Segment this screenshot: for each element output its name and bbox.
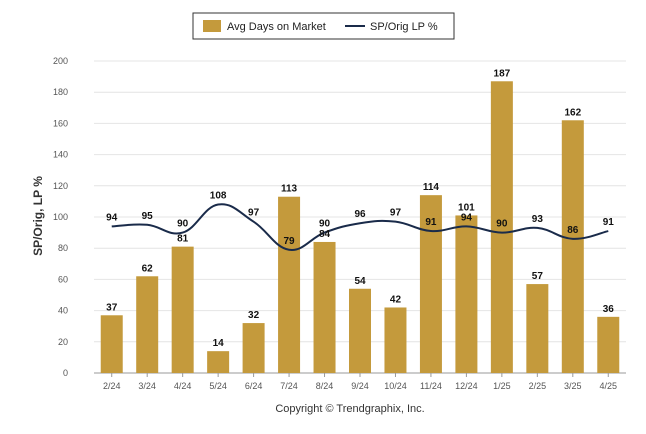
bar-value-label: 14 [213, 338, 225, 349]
bar-value-label: 42 [390, 294, 402, 305]
line-value-label: 90 [496, 219, 508, 230]
x-tick-label: 3/25 [564, 381, 582, 391]
x-tick-label: 6/24 [245, 381, 263, 391]
bar-series [100, 81, 620, 373]
y-tick-label: 200 [53, 56, 68, 66]
y-tick-label: 80 [58, 243, 68, 253]
legend-line-label: SP/Orig LP % [370, 21, 438, 33]
x-tick-label: 4/25 [600, 381, 618, 391]
bar [349, 288, 371, 373]
legend-box [192, 12, 455, 40]
copyright-text: Copyright © Trendgraphix, Inc. [275, 403, 424, 415]
bar-value-label: 36 [603, 304, 615, 315]
line-value-label: 90 [177, 219, 189, 230]
y-tick-label: 20 [58, 337, 68, 347]
x-tick-label: 5/24 [209, 381, 227, 391]
x-tick-labels: 2/24 3/24 4/24 5/24 6/24 7/24 8/24 9/24 10/24 11/… [103, 373, 617, 391]
x-tick-label: 9/24 [351, 381, 369, 391]
line-value-label: 91 [603, 217, 615, 228]
bar [419, 195, 442, 373]
line-value-label: 91 [425, 217, 437, 228]
y-tick-labels: 0 20 40 60 80 100 120 140 160 180 200 [53, 56, 68, 378]
bar-value-label: 162 [564, 107, 581, 118]
x-tick-label: 3/24 [138, 381, 156, 391]
bar-value-label: 113 [281, 184, 298, 195]
y-tick-label: 120 [53, 181, 68, 191]
bar-value-label: 57 [532, 271, 544, 282]
bar-value-label: 54 [354, 276, 366, 287]
bar [313, 241, 336, 373]
bar-value-label: 114 [423, 182, 440, 193]
line-value-label: 90 [319, 219, 331, 230]
x-tick-label: 2/25 [529, 381, 547, 391]
line-value-label: 97 [390, 208, 402, 219]
bar [100, 315, 123, 373]
line-value-label: 79 [284, 236, 296, 247]
x-tick-label: 4/24 [174, 381, 192, 391]
line-value-label: 94 [106, 212, 118, 223]
line-path [111, 203, 609, 251]
bar [561, 120, 584, 373]
x-tick-label: 7/24 [280, 381, 298, 391]
bar [136, 276, 159, 373]
bar [278, 196, 301, 373]
bar-value-label: 84 [319, 229, 331, 240]
y-tick-label: 60 [58, 274, 68, 284]
line-value-label: 94 [461, 212, 473, 223]
bar-value-label: 32 [248, 310, 260, 321]
y-tick-label: 100 [53, 212, 68, 222]
bar-value-label: 101 [458, 202, 475, 213]
bar-value-label: 37 [106, 302, 118, 313]
x-tick-label: 2/24 [103, 381, 121, 391]
y-tick-label: 160 [53, 118, 68, 128]
line-value-label: 96 [354, 209, 366, 220]
y-tick-label: 140 [53, 150, 68, 160]
legend-bar-label: Avg Days on Market [227, 21, 326, 33]
x-tick-label: 11/24 [420, 381, 442, 391]
bar [455, 215, 478, 373]
line-value-label: 93 [532, 214, 544, 225]
bar [490, 81, 513, 373]
legend: Avg Days on Market SP/Orig LP % [192, 12, 455, 40]
bar [597, 316, 620, 373]
y-tick-label: 180 [53, 87, 68, 97]
bar-value-label: 81 [177, 234, 189, 245]
bar-value-label: 187 [494, 68, 511, 79]
line-value-label: 108 [210, 191, 227, 202]
bar [242, 323, 265, 373]
line-value-label: 86 [567, 225, 579, 236]
y-axis-label: SP/Orig, LP % [31, 176, 45, 256]
y-tick-label: 0 [63, 368, 68, 378]
x-tick-label: 8/24 [316, 381, 334, 391]
x-tick-label: 10/24 [384, 381, 407, 391]
line-value-label: 97 [248, 208, 260, 219]
bar [171, 246, 194, 373]
x-tick-label: 1/25 [493, 381, 511, 391]
bar-value-label: 62 [142, 263, 154, 274]
line-series [111, 203, 609, 251]
bar [207, 351, 230, 373]
legend-bar-swatch [203, 20, 221, 32]
bar [384, 307, 407, 373]
x-tick-label: 12/24 [455, 381, 478, 391]
line-value-label: 95 [142, 211, 154, 222]
y-tick-label: 40 [58, 306, 68, 316]
data-labels: 37 62 81 14 32 113 84 54 42 114 101 187 57 162 36 94 95 9… [106, 68, 614, 349]
bar [526, 284, 549, 373]
